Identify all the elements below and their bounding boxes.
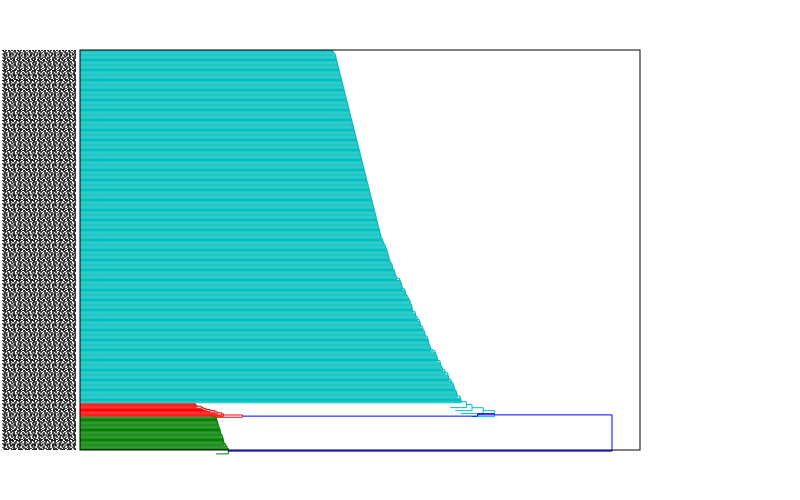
leaf-label-column (2, 50, 76, 450)
dendrogram-links (80, 50, 613, 455)
plot-frame (79, 49, 641, 451)
